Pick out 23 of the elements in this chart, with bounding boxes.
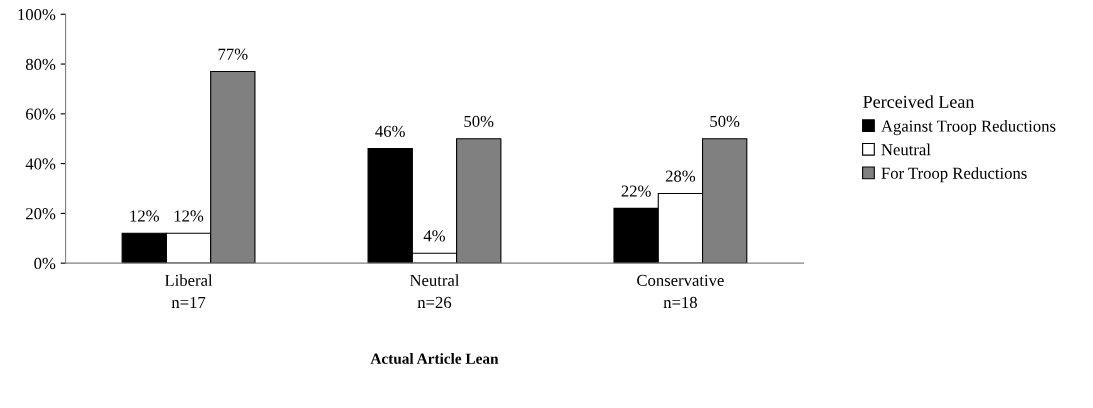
data-label: 46% <box>375 125 405 138</box>
data-label: 28% <box>665 170 696 182</box>
y-tick-label: 100% <box>18 8 56 21</box>
data-label: 12% <box>174 210 204 222</box>
x-tick-label: Liberal n=17 <box>164 274 213 308</box>
y-tick-label: 20% <box>26 208 56 220</box>
legend-title: Perceived Lean <box>863 95 975 108</box>
y-tick-label: 0% <box>34 257 56 270</box>
legend-label: Neutral <box>881 143 931 156</box>
legend-label: For Troop Reductions <box>881 167 1027 183</box>
y-tick-label: 80% <box>25 58 56 71</box>
data-label: 12% <box>130 210 159 222</box>
x-tick-label: Neutral n=26 <box>409 274 460 309</box>
data-label: 50% <box>464 115 494 128</box>
y-tick-label: 60% <box>26 108 56 120</box>
data-label: 4% <box>423 230 446 242</box>
y-tick-label: 40% <box>25 158 56 170</box>
data-label: 22% <box>621 185 651 197</box>
data-label: 77% <box>218 48 248 60</box>
legend-label: Against Troop Reductions <box>881 119 1056 136</box>
data-label: 50% <box>710 115 740 128</box>
x-tick-label: Conservative n=18 <box>637 274 724 309</box>
x-axis-title: Actual Article Lean <box>370 353 499 364</box>
